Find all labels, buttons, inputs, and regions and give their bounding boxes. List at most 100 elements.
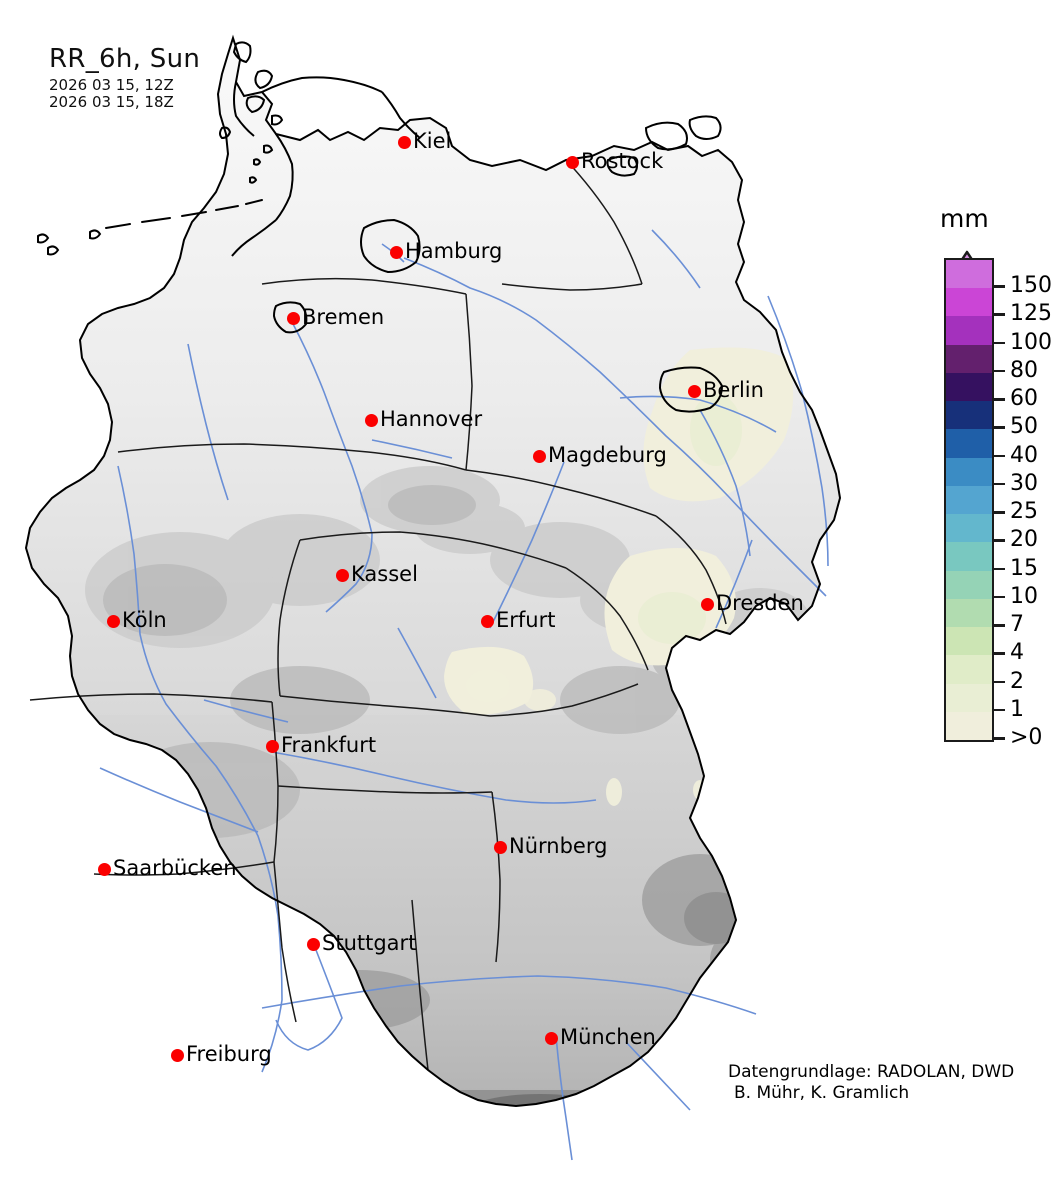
colorbar-tick-mark [994,454,1005,458]
colorbar-tick-mark [994,369,1005,373]
attribution-authors: B. Mühr, K. Gramlich [734,1083,910,1103]
colorbar-segment [946,514,992,543]
country-outline [24,34,842,1108]
colorbar-segment [946,711,992,740]
timestamp-block: 2026 03 15, 12Z 2026 03 15, 18Z [49,77,200,111]
colorbar-tick-label: 100 [1010,329,1052,355]
precipitation-map[interactable]: Kiel Rostock Hamburg Bremen Berlin Hannover Ma… [0,0,930,1185]
city-dot-icon [335,568,349,582]
attribution: Datengrundlage: RADOLAN, DWD B. Mühr, K.… [728,1062,1014,1104]
colorbar-segment [946,570,992,599]
colorbar-tick-mark [994,539,1005,542]
colorbar-segment [946,316,992,345]
colorbar-tick-label: 7 [1010,612,1024,638]
colorbar-tick-mark [994,285,1005,288]
city-label: Erfurt [496,608,556,632]
city-dot-icon [687,384,701,398]
colorbar-ticks: >0 1 2 4 7 10 15 20 25 30 40 50 60 80 100 125 150 [925,200,1053,960]
timestamp-end: 2026 03 15, 18Z [49,93,174,111]
colorbar-tick-label: 60 [1010,386,1038,412]
attribution-source: Datengrundlage: RADOLAN, DWD [728,1062,1015,1082]
colorbar-segment [946,485,992,515]
colorbar-tick-label: 50 [1010,414,1038,440]
colorbar-tick-mark [994,426,1005,429]
colorbar-tick-mark [994,595,1005,599]
city-label: Hannover [380,407,483,431]
colorbar-tick-label: 20 [1010,527,1038,553]
city-dot-icon [106,614,120,628]
colorbar-segment [946,372,992,402]
city-dot-icon [170,1048,184,1062]
colorbar: mm >0 1 2 4 7 10 15 20 25 30 40 50 60 80 100 125 150 [925,200,1053,960]
colorbar-tick-mark [994,680,1005,684]
city-dot-icon [364,413,378,427]
germany-map-svg [24,34,842,1161]
colorbar-tick-mark [994,313,1005,316]
colorbar-tick-label: >0 [1010,725,1043,750]
city-dot-icon [389,245,403,259]
city-label: Frankfurt [281,733,377,757]
colorbar-tick-label: 1 [1010,696,1024,722]
title-block: RR_6h, Sun 2026 03 15, 12Z 2026 03 15, 1… [49,44,200,111]
state-borders-layer [29,159,727,1071]
colorbar-tick-mark [994,708,1005,712]
city-dot-icon [265,739,279,753]
colorbar-segment [946,401,992,430]
colorbar-segment [946,655,992,684]
colorbar-tick-mark [994,567,1005,571]
city-label: Köln [122,608,167,632]
colorbar-tick-label: 150 [1010,273,1052,299]
colorbar-tick-label: 10 [1010,583,1038,609]
city-label: Kassel [351,562,418,586]
city-label: Magdeburg [548,443,667,467]
colorbar-tick-label: 80 [1010,357,1038,383]
colorbar-segment [946,627,992,656]
colorbar-tick-label: 4 [1010,640,1024,666]
colorbar-unit-label: mm [940,204,989,233]
timestamp-start: 2026 03 15, 12Z [49,76,174,94]
colorbar-segment [946,683,992,712]
city-label: Kiel [413,129,452,153]
colorbar-segment [946,260,992,289]
colorbar-tick-label: 30 [1010,470,1038,496]
city-label: Dresden [716,591,804,615]
city-label: Stuttgart [322,931,417,955]
colorbar-segment [946,457,992,486]
colorbar-tick-label: 125 [1010,301,1052,327]
colorbar-tick-mark [994,511,1005,514]
colorbar-tick-mark [994,398,1005,401]
city-dot-icon [493,840,507,854]
page-title: RR_6h, Sun [49,44,201,74]
city-label: Berlin [703,378,764,402]
city-dot-icon [97,862,111,876]
city-dot-icon [397,135,411,149]
colorbar-tick-mark [994,652,1005,655]
colorbar-segment [946,288,992,317]
colorbar-tick-label: 2 [1010,668,1024,694]
city-dot-icon [532,449,546,463]
colorbar-gradient [944,258,994,742]
colorbar-tick-label: 25 [1010,499,1038,525]
city-dot-icon [306,937,320,951]
colorbar-segment [946,542,992,571]
colorbar-segment [946,429,992,458]
city-label: Freiburg [186,1042,272,1066]
colorbar-tick-mark [994,624,1005,627]
city-label: Saarbücken [113,856,237,880]
colorbar-segment [946,344,992,373]
colorbar-tick-mark [994,341,1005,345]
city-label: Rostock [581,149,664,173]
colorbar-tick-mark [994,482,1005,486]
colorbar-tick-mark [994,737,1005,740]
city-dot-icon [700,597,714,611]
city-dot-icon [480,614,494,628]
city-label: Nürnberg [509,834,608,858]
city-dot-icon [544,1031,558,1045]
precipitation-field [444,347,794,806]
colorbar-segment [946,598,992,628]
city-dot-icon [565,155,579,169]
city-label: Bremen [302,305,385,329]
city-dot-icon [286,311,300,325]
city-label: München [560,1025,656,1049]
